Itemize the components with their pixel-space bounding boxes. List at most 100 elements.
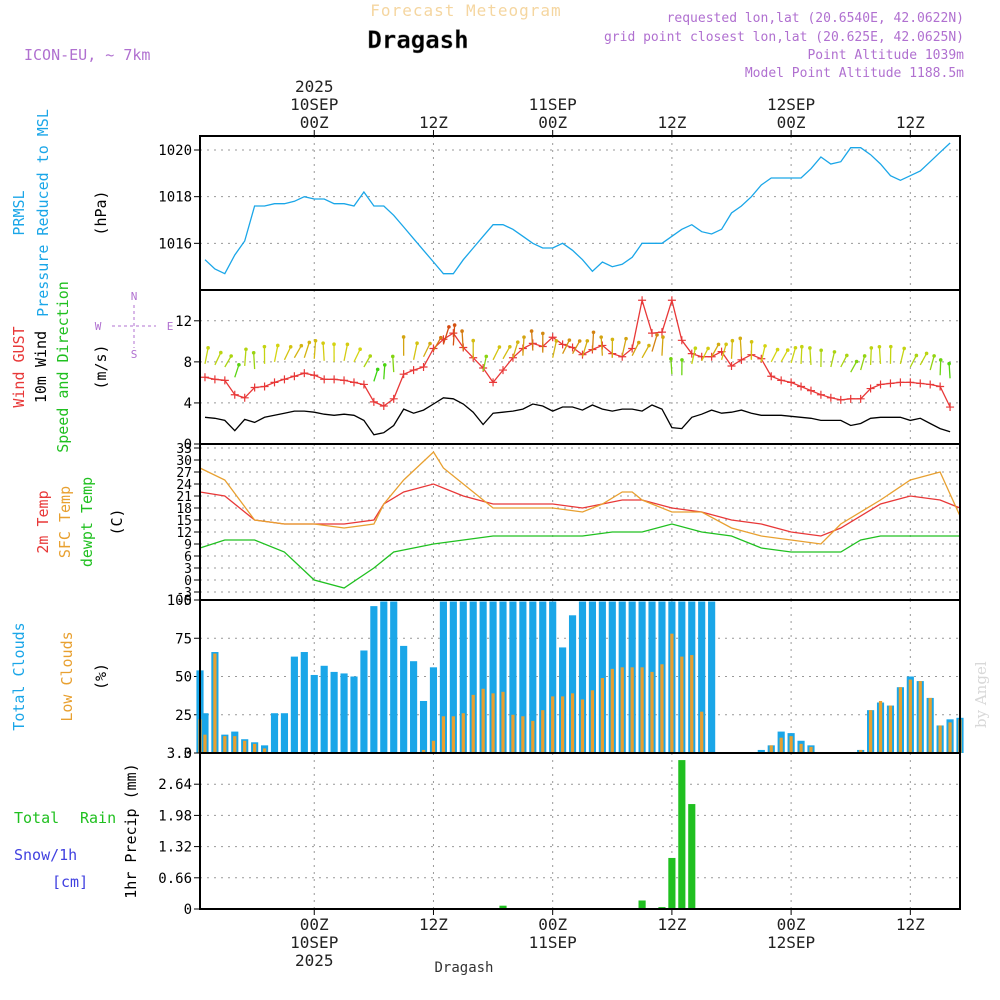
wind-arrow-shaft	[293, 345, 302, 359]
gust-point	[409, 366, 418, 375]
axis-label: PRMSL	[10, 190, 28, 235]
y-tick-label: 0	[184, 902, 192, 918]
bottom-tick-label: 00Z	[777, 915, 806, 934]
y-tick-label: 0	[184, 437, 192, 453]
wind-arrow-head	[497, 345, 502, 349]
wind-arrow-head	[244, 347, 248, 352]
wind-direction-arrow	[204, 346, 210, 365]
compass-east: E	[167, 320, 174, 333]
top-tick-label: 00Z	[300, 113, 329, 132]
unit-label: (hPa)	[92, 190, 110, 235]
requested-coords: requested lon,lat (20.6540E, 42.0622N)	[667, 11, 964, 26]
total-bar	[449, 601, 457, 753]
total-bar	[320, 665, 328, 753]
bottom-tick-label: 00Z	[538, 915, 567, 934]
wind-arrow-head	[637, 340, 641, 345]
low-bar	[243, 740, 247, 753]
wind-arrow-shaft	[303, 342, 310, 358]
pressure-panel: 1016 1018 1020 PRMSL Pressure Reduced to MSL…	[10, 109, 961, 317]
axis-label: Speed and Direction	[54, 281, 72, 453]
bottom-tick-label: 2025	[295, 951, 334, 970]
low-bar	[620, 667, 624, 753]
low-bar	[630, 667, 634, 753]
total-bar	[499, 905, 507, 909]
gust-point	[826, 393, 835, 402]
top-tick-label: 12Z	[657, 113, 686, 132]
axis-label: Wind GUST	[10, 326, 28, 407]
wind-arrow-head	[716, 342, 721, 347]
wind-arrow-shaft	[948, 363, 951, 379]
gust-point	[220, 376, 229, 385]
low-bar	[888, 705, 893, 753]
total-bar	[201, 713, 209, 753]
wind-arrow-head	[599, 335, 603, 339]
wind-direction-arrow	[224, 354, 233, 368]
wind-arrow-head	[869, 346, 874, 350]
wind-direction-arrow	[244, 347, 248, 367]
low-bar	[650, 671, 654, 753]
wind-arrow-shaft	[909, 355, 917, 368]
wind-arrow-shaft	[780, 349, 789, 363]
wind-arrow-shaft	[204, 347, 209, 365]
wind-arrow-shaft	[234, 364, 240, 378]
wind-direction-arrow	[909, 353, 919, 368]
total-bar	[549, 601, 557, 753]
wind-arrow-shaft	[283, 346, 292, 361]
wind-arrow-shaft	[739, 338, 743, 357]
compass-north: N	[131, 290, 138, 303]
clouds-panel: 0 25 50 75 100 Total Clouds Low Clouds (%)	[10, 593, 964, 762]
wind-arrow-head	[585, 339, 590, 343]
low-bar	[660, 664, 664, 753]
wind-arrow-head	[724, 342, 728, 347]
wind-direction-arrow	[522, 335, 526, 356]
low-bar	[809, 746, 813, 753]
wind-direction-arrow	[262, 344, 267, 364]
axis-label: dewpt Temp	[78, 477, 96, 567]
low-bar	[769, 745, 773, 753]
gust-point	[816, 390, 825, 399]
wind-arrow-shaft	[929, 355, 935, 371]
wind-arrow-shaft	[581, 340, 588, 357]
total-bar	[370, 606, 378, 753]
total-bar	[469, 601, 477, 753]
wind-direction-arrow	[234, 363, 241, 378]
wind-arrow-head	[730, 338, 735, 343]
wind-direction-arrow	[214, 350, 223, 366]
y-tick-label: -3	[176, 586, 192, 601]
top-tick-label: 10SEP	[290, 95, 338, 114]
low-bar	[580, 699, 585, 753]
axis-label: 2m Temp	[34, 490, 52, 553]
wind-arrow-head	[793, 345, 798, 350]
compass-west: W	[95, 320, 102, 333]
wind-direction-arrow	[581, 339, 590, 357]
product-title: Forecast Meteogram	[370, 1, 561, 20]
total-bar	[380, 601, 388, 753]
wind-direction-arrow	[760, 344, 767, 363]
gust-point	[648, 329, 657, 338]
low-bar	[203, 734, 207, 753]
wind-direction-arrow	[529, 329, 534, 351]
wind-arrow-shaft	[591, 332, 595, 352]
y-tick-label: 1016	[158, 236, 192, 252]
y-tick-label: -5	[176, 594, 192, 609]
bottom-tick-label: 12Z	[896, 915, 925, 934]
wind-arrow-shaft	[878, 346, 882, 364]
gust-point	[320, 375, 329, 384]
wind-arrow-shaft	[562, 339, 570, 354]
low-bar	[501, 691, 505, 753]
gust-point	[806, 386, 815, 395]
axis-label: [cm]	[52, 873, 88, 891]
total-bar	[678, 760, 686, 909]
wind-arrow-shaft	[711, 344, 720, 358]
axis-label: Low Clouds	[58, 631, 76, 721]
wind-arrow-head	[800, 344, 804, 349]
top-tick-label: 12SEP	[767, 95, 815, 114]
wind-arrow-shaft	[442, 326, 450, 345]
wind-arrow-head	[452, 323, 457, 327]
gust-point	[240, 393, 249, 402]
wind-direction-arrow	[711, 342, 721, 358]
wind-arrow-shaft	[850, 361, 858, 373]
gust-point	[419, 363, 428, 371]
wind-arrow-head	[738, 336, 743, 341]
wind-direction-arrow	[571, 339, 582, 354]
